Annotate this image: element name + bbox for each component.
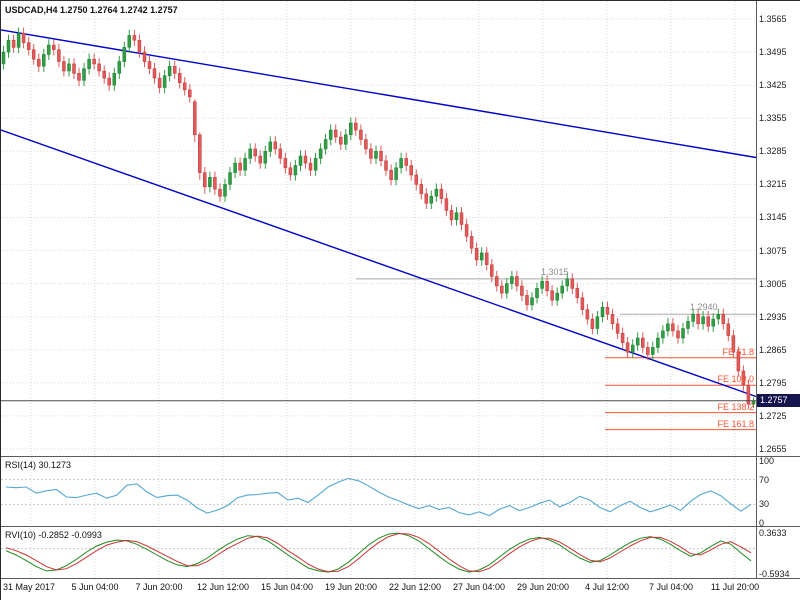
time-axis-label: 7 Jul 04:00 <box>648 582 694 592</box>
price-axis-label: 1.2795 <box>759 378 787 388</box>
time-axis-label: 11 Jul 20:00 <box>710 582 760 592</box>
time-axis-label: 27 Jun 04:00 <box>452 582 506 592</box>
time-axis-label: 4 Jul 12:00 <box>584 582 630 592</box>
rvi-axis-label: -0.5934 <box>759 569 790 579</box>
current-price-value: 1.2757 <box>760 395 788 405</box>
price-axis[interactable]: 1.3565 1.3495 1.3425 1.3355 1.3285 1.3215 1.31… <box>757 1 800 600</box>
price-axis-label: 1.2935 <box>759 312 787 322</box>
rsi-axis-label: 30 <box>759 499 770 509</box>
rsi-indicator-label: RSI(14) 30.1273 <box>5 460 72 470</box>
price-axis-label: 1.3075 <box>759 246 787 256</box>
chart-title: USDCAD,H4 1.2750 1.2764 1.2742 1.2757 <box>5 5 178 15</box>
price-axis-label: 1.3005 <box>759 279 787 289</box>
rsi-axis-label: 100 <box>759 456 775 466</box>
time-axis-label: 22 Jun 12:00 <box>388 582 442 592</box>
price-axis-label: 1.2655 <box>759 444 787 454</box>
price-axis-label: 1.2725 <box>759 411 787 421</box>
time-axis-label: 15 Jun 04:00 <box>260 582 314 592</box>
time-axis[interactable]: 31 May 2017 5 Jun 04:00 7 Jun 20:00 12 Jun … <box>1 580 760 600</box>
price-axis-label: 1.3215 <box>759 179 787 189</box>
time-axis-label: 29 Jun 20:00 <box>516 582 570 592</box>
time-axis-label: 12 Jun 12:00 <box>196 582 250 592</box>
price-axis-label: 1.3495 <box>759 47 787 57</box>
price-axis-label: 1.3285 <box>759 146 787 156</box>
time-axis-label: 7 Jun 20:00 <box>135 582 183 592</box>
time-axis-label: 31 May 2017 <box>3 582 56 592</box>
rsi-axis-label: 70 <box>759 475 770 485</box>
price-axis-label: 1.3425 <box>759 80 787 90</box>
price-axis-label: 1.3355 <box>759 113 787 123</box>
price-axis-label: 1.3565 <box>759 14 787 24</box>
time-axis-label: 5 Jun 04:00 <box>71 582 119 592</box>
rsi-axis-label: 0 <box>759 518 765 528</box>
rvi-indicator-label: RVI(10) -0.2852 -0.0993 <box>5 530 102 540</box>
time-axis-label: 19 Jun 20:00 <box>324 582 378 592</box>
price-axis-label: 1.2865 <box>759 345 787 355</box>
price-axis-label: 1.3145 <box>759 212 787 222</box>
current-price-tag: 1.2757 <box>757 394 800 407</box>
rvi-axis-label: 0.3633 <box>759 528 787 538</box>
